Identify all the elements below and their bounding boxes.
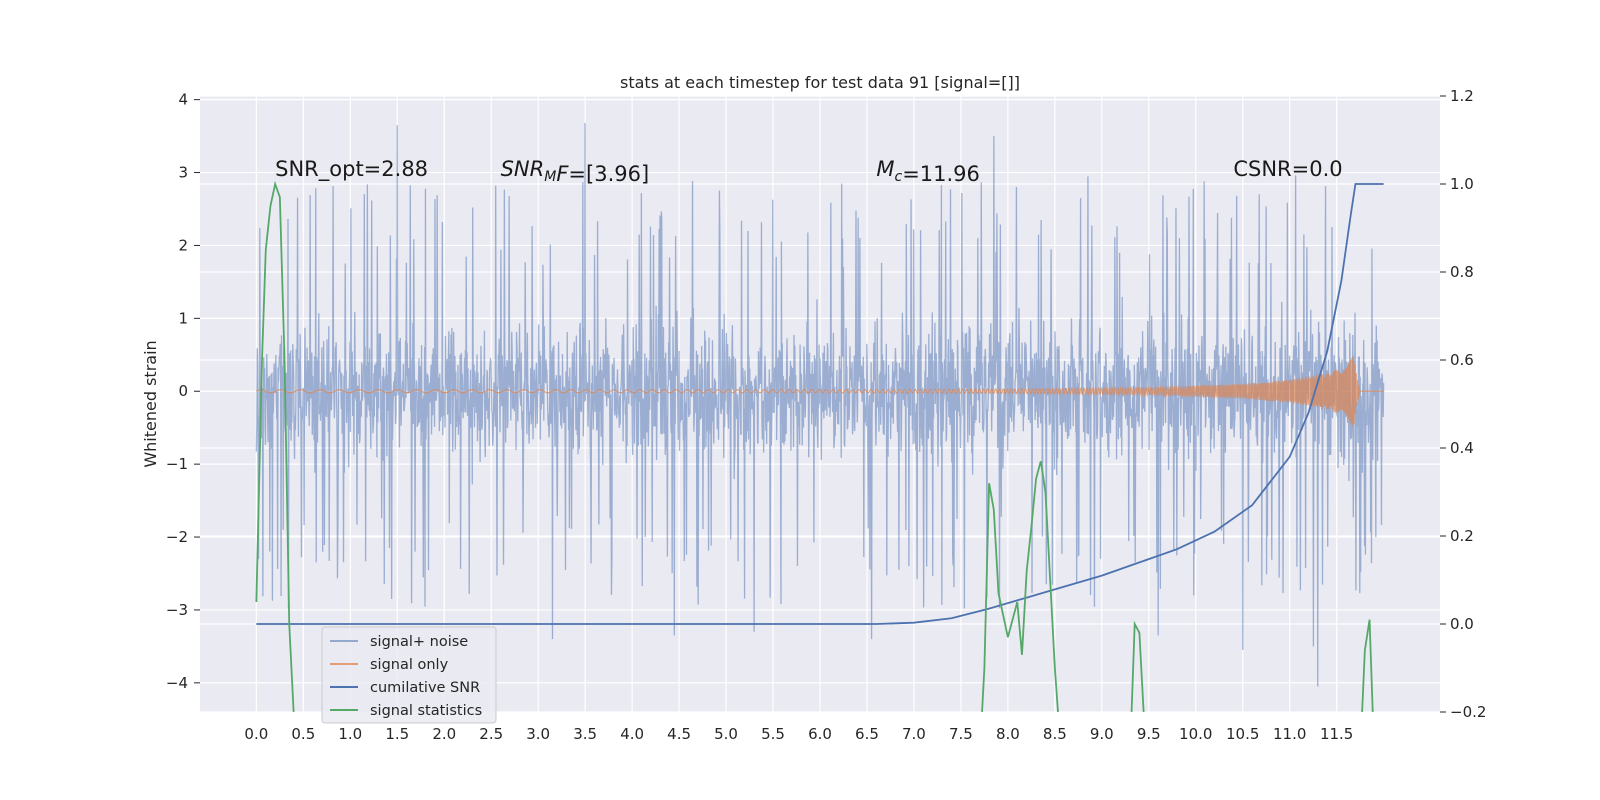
y2-tick-label: 0.2: [1450, 527, 1474, 545]
series-line-cumulative-snr: [256, 183, 1384, 625]
annotation-text: Mc=11.96: [876, 157, 980, 186]
series-line-signal-statistics: [255, 180, 1374, 712]
x-axis-ticks: 0.0 0.5 1.0 1.5 2.0 2.5 3.0 3.5 4.0 4.5 5.0 5.5 6.0 6…: [244, 725, 1353, 743]
series-line-signal-noise: [255, 122, 1385, 687]
x-tick-label: 8.5: [1043, 725, 1067, 743]
x-tick-label: 7.5: [949, 725, 973, 743]
y-tick-label: 0: [178, 382, 188, 400]
y2-tick-label: 0.6: [1450, 351, 1474, 369]
series-line-signal-only: [256, 355, 1384, 426]
x-tick-label: 8.0: [996, 725, 1020, 743]
y-tick-label: −3: [166, 601, 188, 619]
x-tick-label: 4.5: [667, 725, 691, 743]
x-tick-label: 5.5: [761, 725, 785, 743]
y2-tick-label: −0.2: [1450, 703, 1486, 721]
x-tick-label: 6.5: [855, 725, 879, 743]
y2-axis-ticks: −0.2 0.0 0.2 0.4 0.6 0.8 1.0 1.2: [1440, 87, 1486, 721]
annotation-text: SNR_opt=2.88: [275, 157, 428, 182]
x-tick-label: 10.5: [1226, 725, 1259, 743]
y2-tick-label: 1.2: [1450, 87, 1474, 105]
x-tick-label: 2.0: [432, 725, 456, 743]
y-tick-label: −2: [166, 528, 188, 546]
x-tick-label: 1.5: [385, 725, 409, 743]
y2-tick-label: 1.0: [1450, 175, 1474, 193]
y-tick-label: 2: [178, 236, 188, 254]
y2-tick-label: 0.8: [1450, 263, 1474, 281]
x-tick-label: 9.5: [1137, 725, 1161, 743]
legend-label: signal statistics: [370, 703, 482, 719]
y2-tick-label: 0.4: [1450, 439, 1474, 457]
x-tick-label: 7.0: [902, 725, 926, 743]
annotation-text: SNRMF=[3.96]: [501, 157, 650, 186]
legend-box: [321, 626, 497, 724]
x-tick-label: 3.5: [573, 725, 597, 743]
y2-tick-label: 0.0: [1450, 615, 1474, 633]
series-layer: [255, 122, 1385, 712]
x-tick-label: 5.0: [714, 725, 738, 743]
annotation-text: CSNR=0.0: [1233, 157, 1342, 181]
legend: signal+ noise signal only cumilative SNR si…: [321, 626, 497, 724]
x-tick-label: 0.0: [244, 725, 268, 743]
x-tick-label: 11.5: [1320, 725, 1353, 743]
x-tick-label: 2.5: [479, 725, 503, 743]
x-tick-label: 6.0: [808, 725, 832, 743]
legend-label: signal+ noise: [370, 634, 468, 650]
legend-label: cumilative SNR: [370, 680, 480, 696]
y-tick-label: 4: [178, 91, 188, 109]
x-tick-label: 4.0: [620, 725, 644, 743]
chart-title: stats at each timestep for test data 91 …: [620, 73, 1020, 92]
legend-label: signal only: [370, 657, 449, 673]
y-tick-label: −4: [166, 674, 188, 692]
x-tick-label: 0.5: [291, 725, 315, 743]
x-tick-label: 3.0: [526, 725, 550, 743]
x-tick-label: 9.0: [1090, 725, 1114, 743]
x-tick-label: 10.0: [1179, 725, 1212, 743]
y-tick-label: 1: [178, 309, 188, 327]
x-tick-label: 11.0: [1273, 725, 1306, 743]
y-axis-ticks: −4 −3 −2 −1 0 1 2 3 4: [166, 91, 200, 692]
y-tick-label: −1: [166, 455, 188, 473]
y-tick-label: 3: [178, 164, 188, 182]
x-tick-label: 1.0: [338, 725, 362, 743]
y-axis-label: Whitened strain: [141, 340, 160, 467]
annotations-layer: SNR_opt=2.88 SNRMF=[3.96] Mc=11.96 CSNR=0.0: [275, 157, 1342, 186]
